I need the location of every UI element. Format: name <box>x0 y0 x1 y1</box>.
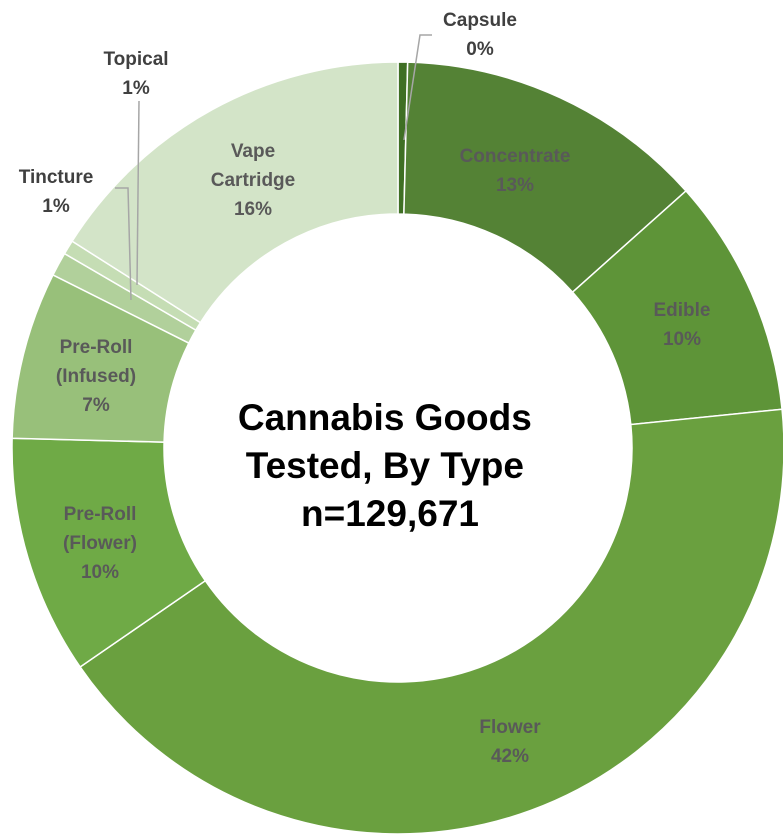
slice-percent: 42% <box>491 746 529 767</box>
leader-line <box>403 34 432 141</box>
slice-percent: 10% <box>663 329 701 350</box>
slice-label: Vape Cartridge 16% <box>211 141 295 220</box>
slice-label: Topical 1% <box>103 49 168 99</box>
center-title-line-2: Tested, By Type <box>246 445 524 486</box>
slice-percent: 13% <box>496 175 534 196</box>
slice-category: Vape <box>231 141 275 162</box>
slice-category: Edible <box>653 300 710 321</box>
slice-category: Flower <box>479 717 541 738</box>
leader-line <box>136 100 140 286</box>
slice-category: Topical <box>103 49 168 70</box>
donut-slices <box>11 61 783 835</box>
slice-label: Edible 10% <box>653 300 710 350</box>
center-title-line-3: n=129,671 <box>301 493 479 534</box>
slice-label: Pre-Roll (Flower) 10% <box>63 504 137 583</box>
slice-category: (Infused) <box>56 366 136 387</box>
center-title-line-1: Cannabis Goods <box>238 397 532 438</box>
slice-percent: 7% <box>82 395 110 416</box>
slice-label: Capsule 0% <box>443 10 517 60</box>
slice-flower <box>79 408 783 835</box>
leader-line <box>115 187 132 301</box>
slice-vape-cartridge <box>71 61 399 324</box>
slice-percent: 1% <box>42 196 70 217</box>
slice-label: Tincture 1% <box>19 167 94 217</box>
slice-category: Tincture <box>19 167 94 188</box>
slice-labels: Capsule 0% Concentrate 13% Edible 10% Flower 42… <box>19 10 711 767</box>
leader-lines <box>115 34 432 301</box>
slice-category: Concentrate <box>460 146 571 167</box>
slice-label: Pre-Roll (Infused) 7% <box>56 337 136 416</box>
slice-category: (Flower) <box>63 533 137 554</box>
slice-label: Flower 42% <box>479 717 541 767</box>
slice-category: Pre-Roll <box>64 504 137 525</box>
slice-concentrate <box>403 61 687 294</box>
slice-category: Pre-Roll <box>60 337 133 358</box>
center-title: Cannabis Goods Tested, By Type n=129,671 <box>238 397 542 534</box>
slice-percent: 0% <box>466 39 494 60</box>
slice-label: Concentrate 13% <box>460 146 571 196</box>
slice-category: Capsule <box>443 10 517 31</box>
slice-percent: 10% <box>81 562 119 583</box>
slice-percent: 1% <box>122 78 150 99</box>
slice-percent: 16% <box>234 199 272 220</box>
slice-category: Cartridge <box>211 170 295 191</box>
